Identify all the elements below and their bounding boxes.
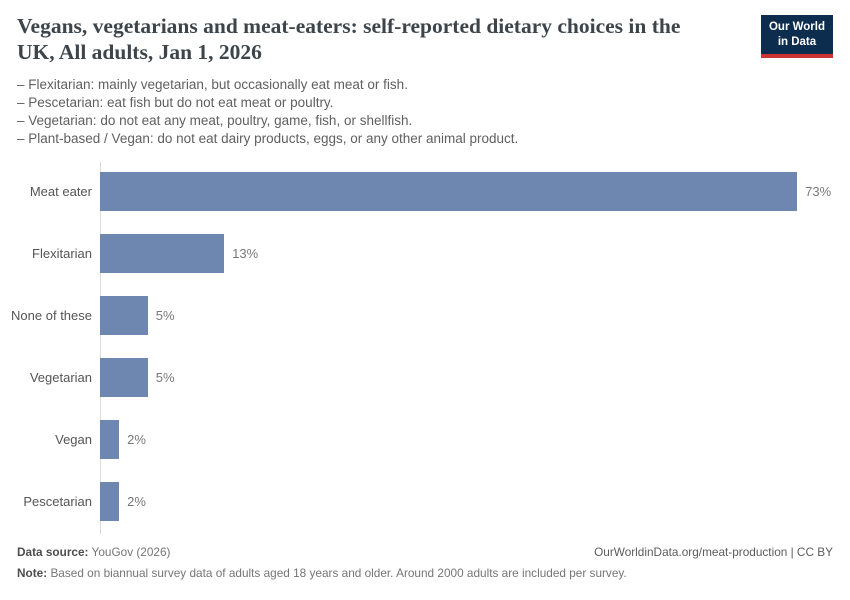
category-label: Vegetarian [29, 370, 92, 386]
category-label: Pescetarian [23, 494, 92, 510]
value-label: 13% [232, 246, 259, 262]
y-axis-line [100, 162, 101, 535]
chart-footer: Data source: YouGov (2026) OurWorldinDat… [0, 544, 850, 582]
value-label: 5% [155, 370, 175, 386]
data-source: Data source: YouGov (2026) [17, 544, 170, 562]
bar-row: None of these 5% [0, 296, 850, 336]
chart-title: Vegans, vegetarians and meat-eaters: sel… [17, 14, 681, 65]
bar-row: Pescetarian 2% [0, 482, 850, 522]
bar-track: 13% [100, 234, 850, 274]
value-label: 5% [155, 308, 175, 324]
category-label: Meat eater [29, 184, 92, 200]
bar-row: Vegetarian 5% [0, 358, 850, 398]
category-label: Flexitarian [32, 246, 92, 262]
bar[interactable] [100, 234, 225, 274]
chart-header: Vegans, vegetarians and meat-eaters: sel… [0, 0, 850, 66]
value-label: 2% [127, 494, 146, 510]
bar-rows: Meat eater 73% Flexitarian 13% None of t… [0, 172, 850, 522]
subtitle-line-vegetarian: – Vegetarian: do not eat any meat, poult… [17, 113, 413, 129]
subtitle-line-pescetarian: – Pescetarian: eat fish but do not eat m… [17, 94, 334, 110]
value-label: 73% [805, 184, 832, 200]
owid-logo-line1: Our World [768, 21, 825, 33]
data-source-label: Data source: [17, 545, 89, 560]
bar-row: Meat eater 73% [0, 172, 850, 212]
bar[interactable] [100, 482, 120, 522]
bar[interactable] [100, 420, 120, 460]
bar-track: 2% [100, 420, 850, 460]
value-label: 2% [127, 432, 146, 448]
category-label: None of these [11, 308, 92, 324]
bar-track: 2% [100, 482, 850, 522]
subtitle-line-flexitarian: – Flexitarian: mainly vegetarian, but oc… [17, 76, 408, 92]
subtitle-line-vegan: – Plant-based / Vegan: do not eat dairy … [17, 131, 519, 147]
bar-track: 5% [100, 296, 850, 336]
note-label: Note: [17, 565, 48, 580]
owid-logo[interactable]: Our World in Data [760, 15, 833, 58]
category-label: Vegan [55, 432, 92, 448]
owid-logo-line2: in Data [777, 35, 817, 48]
bar[interactable] [100, 358, 148, 398]
bar[interactable] [100, 172, 798, 212]
bar-row: Vegan 2% [0, 420, 850, 460]
bar[interactable] [100, 296, 148, 336]
note: Note: Based on biannual survey data of a… [17, 565, 833, 583]
bar-chart: Meat eater 73% Flexitarian 13% None of t… [0, 162, 850, 535]
chart-subtitle: – Flexitarian: mainly vegetarian, but oc… [0, 66, 850, 148]
note-value: Based on biannual survey data of adults … [50, 565, 627, 580]
bar-row: Flexitarian 13% [0, 234, 850, 274]
bar-track: 73% [100, 172, 850, 212]
data-source-value: YouGov (2026) [91, 545, 171, 560]
bar-track: 5% [100, 358, 850, 398]
attribution-link[interactable]: OurWorldinData.org/meat-production | CC … [594, 545, 833, 560]
